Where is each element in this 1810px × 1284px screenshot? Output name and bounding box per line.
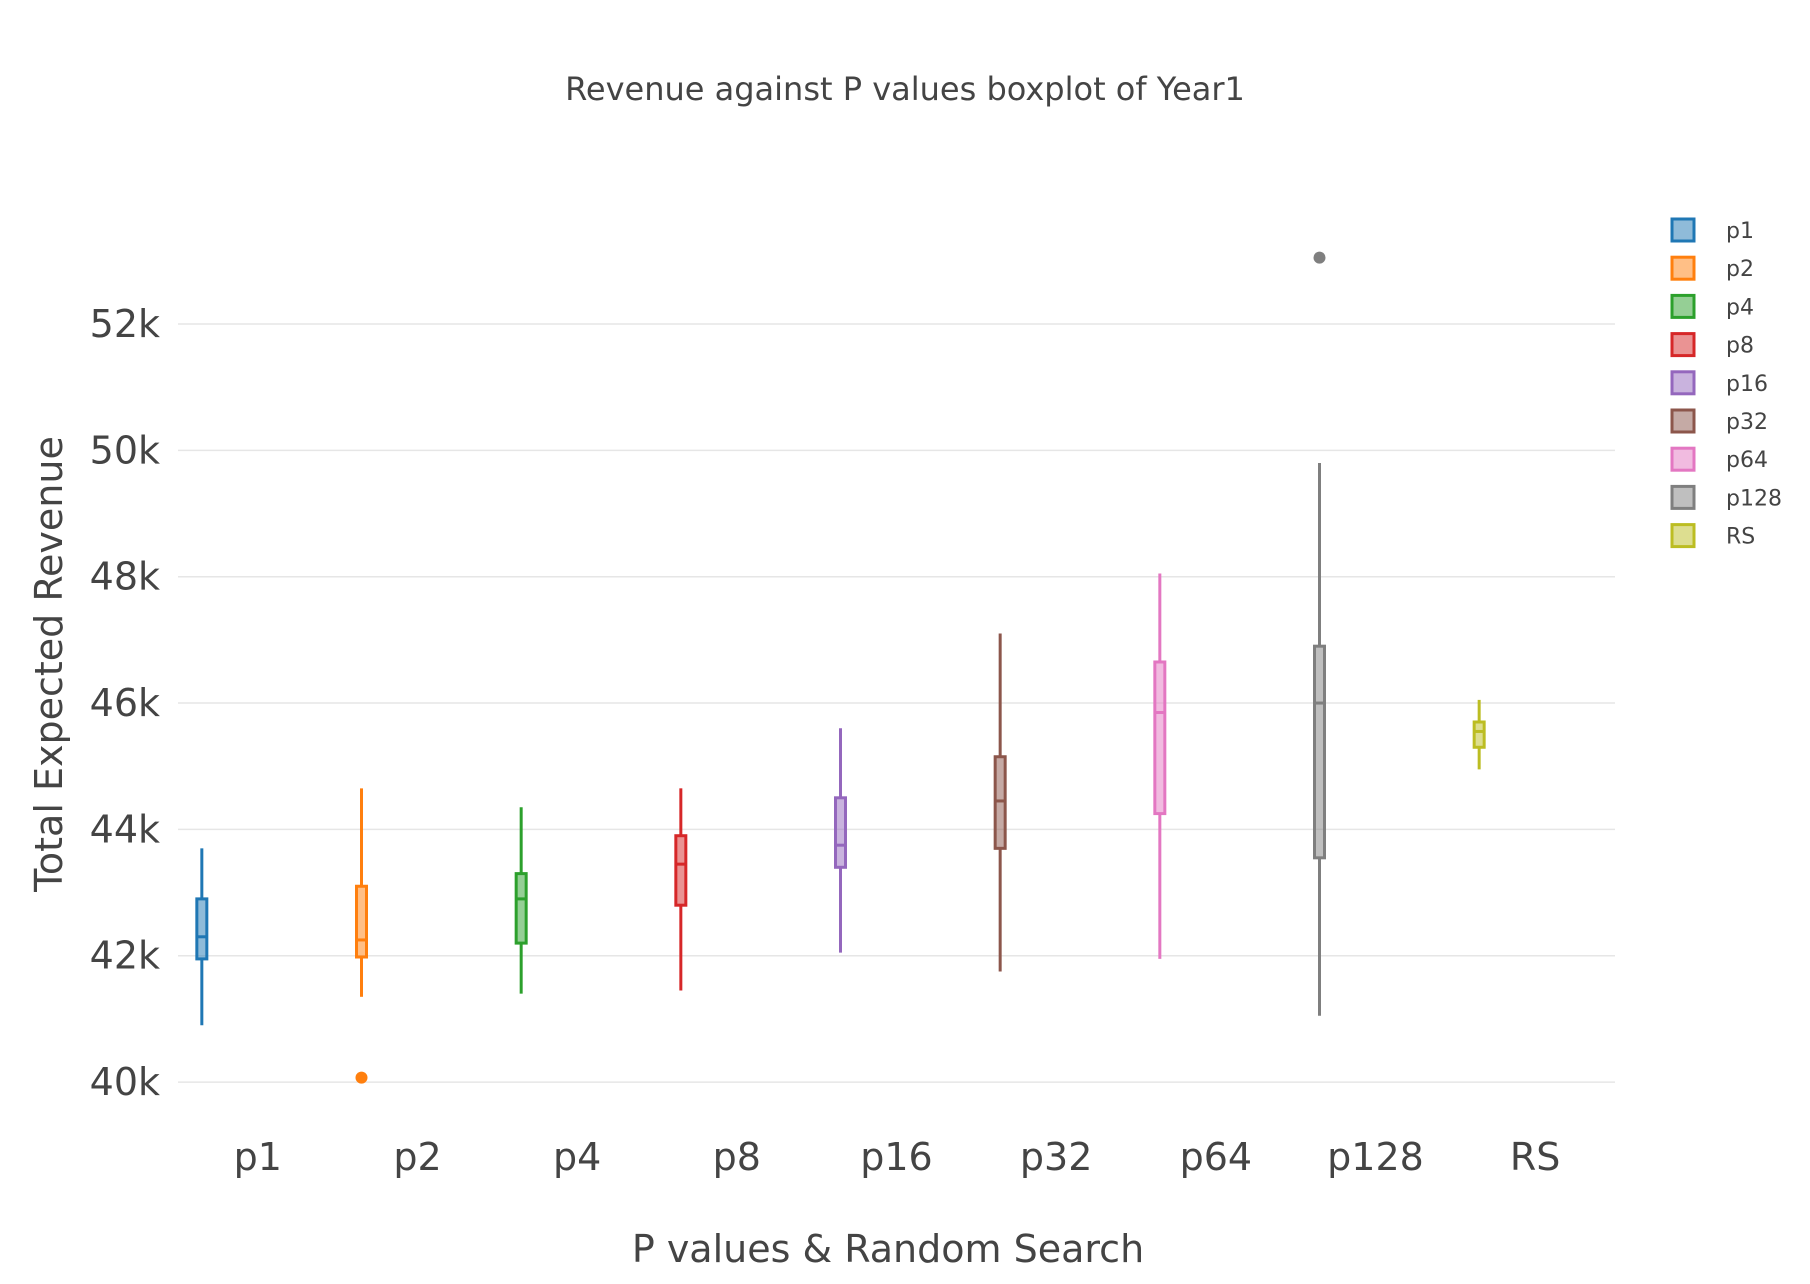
legend-label: p16 <box>1726 372 1768 397</box>
legend-item-p4[interactable]: p4 <box>1670 293 1754 320</box>
legend-item-RS[interactable]: RS <box>1670 523 1755 550</box>
x-tick-label: p64 <box>1180 1135 1252 1179</box>
x-tick-label: p8 <box>713 1135 761 1179</box>
box-p64[interactable] <box>1153 573 1167 959</box>
legend-item-p64[interactable]: p64 <box>1670 446 1768 473</box>
legend-swatch <box>1670 484 1696 510</box>
y-tick-label: 48k <box>90 555 160 599</box>
x-tick-label: p1 <box>234 1135 282 1179</box>
legend-item-p8[interactable]: p8 <box>1670 332 1754 359</box>
y-tick-label: 40k <box>90 1060 160 1104</box>
legend[interactable]: p1 p2 p4 p8 p16 p32 p64 p128 RS <box>1670 217 1782 550</box>
legend-label: p128 <box>1726 486 1782 511</box>
box-iqr <box>1472 720 1486 749</box>
box-iqr <box>674 834 688 907</box>
legend-label: p8 <box>1726 334 1754 359</box>
legend-label: RS <box>1726 525 1755 550</box>
legend-label: p2 <box>1726 257 1754 282</box>
box-iqr <box>1153 660 1167 816</box>
legend-swatch <box>1670 255 1696 281</box>
box-iqr <box>195 897 209 961</box>
box-series <box>195 251 1486 1084</box>
y-tick-label: 44k <box>90 807 160 851</box>
x-tick-label: p2 <box>393 1135 441 1179</box>
y-tick-label: 46k <box>90 681 160 725</box>
y-tick-label: 42k <box>90 934 160 978</box>
legend-swatch <box>1670 446 1696 472</box>
box-iqr <box>834 796 847 869</box>
box-p32[interactable] <box>993 633 1007 972</box>
legend-item-p2[interactable]: p2 <box>1670 255 1754 282</box>
box-RS[interactable] <box>1472 699 1486 770</box>
y-tick-label: 52k <box>90 302 160 346</box>
legend-swatch <box>1670 293 1696 319</box>
legend-swatch <box>1670 217 1696 243</box>
box-iqr <box>993 755 1007 850</box>
x-tick-label: p16 <box>860 1135 932 1179</box>
legend-item-p16[interactable]: p16 <box>1670 370 1768 397</box>
box-p1[interactable] <box>195 848 209 1026</box>
box-p2[interactable] <box>355 788 368 1084</box>
y-axis-title: Total Expected Revenue <box>27 436 71 893</box>
box-iqr <box>1313 644 1326 860</box>
box-p128[interactable] <box>1313 251 1326 1016</box>
x-tick-label: RS <box>1510 1135 1561 1179</box>
chart-title: Revenue against P values boxplot of Year… <box>565 70 1245 108</box>
x-tick-label: p4 <box>553 1135 601 1179</box>
legend-label: p4 <box>1726 295 1754 320</box>
x-axis-title: P values & Random Search <box>632 1227 1144 1271</box>
legend-item-p128[interactable]: p128 <box>1670 484 1782 511</box>
legend-item-p1[interactable]: p1 <box>1670 217 1754 244</box>
legend-label: p1 <box>1726 219 1754 244</box>
x-axis-ticks: p1 p2 p4 p8 p16 p32 p64 p128 RS <box>234 1135 1561 1179</box>
box-p8[interactable] <box>674 788 688 991</box>
legend-swatch <box>1670 523 1696 549</box>
legend-label: p32 <box>1726 410 1768 435</box>
gridlines <box>178 323 1615 1083</box>
y-tick-label: 50k <box>90 428 160 472</box>
outlier-point <box>355 1071 368 1084</box>
x-tick-label: p128 <box>1327 1135 1424 1179</box>
box-p16[interactable] <box>834 728 847 953</box>
box-iqr <box>355 884 368 959</box>
box-p4[interactable] <box>514 807 528 994</box>
legend-swatch <box>1670 408 1696 434</box>
legend-swatch <box>1670 332 1696 358</box>
legend-item-p32[interactable]: p32 <box>1670 408 1768 435</box>
legend-swatch <box>1670 370 1696 396</box>
y-axis-ticks: 40k 42k 44k 46k 48k 50k 52k <box>90 302 160 1104</box>
legend-label: p64 <box>1726 448 1768 473</box>
x-tick-label: p32 <box>1020 1135 1092 1179</box>
box-iqr <box>514 872 528 945</box>
outlier-point <box>1313 251 1326 264</box>
